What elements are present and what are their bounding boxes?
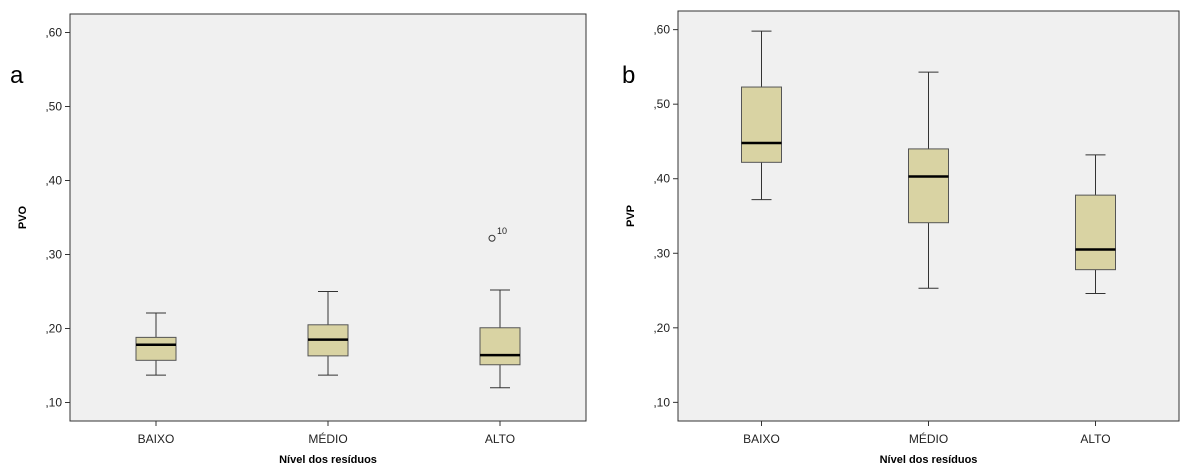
y-tick-label: ,20	[45, 322, 62, 336]
y-tick-label: ,60	[45, 26, 62, 40]
y-tick-label: ,50	[653, 97, 670, 111]
box-médio	[908, 148, 949, 224]
x-tick-label: MÉDIO	[308, 431, 347, 446]
y-tick-label: ,60	[653, 23, 670, 37]
outlier-label: 10	[497, 226, 507, 236]
box-alto	[479, 327, 521, 366]
panel-label: a	[10, 62, 24, 89]
y-tick-label: ,30	[45, 248, 62, 262]
y-tick-label: ,40	[45, 174, 62, 188]
outlier-point	[488, 234, 496, 242]
panel-label: b	[622, 62, 636, 89]
box-baixo	[741, 86, 782, 163]
x-tick-label: BAIXO	[743, 432, 780, 446]
box-alto	[1075, 194, 1116, 271]
x-axis-title: Nível dos resíduos	[279, 454, 377, 466]
x-tick-label: ALTO	[1080, 432, 1110, 446]
y-tick-label: ,40	[653, 172, 670, 186]
y-tick-label: ,10	[653, 395, 670, 409]
y-tick-label: ,10	[45, 396, 62, 410]
chart-panel-b: b ,10 ,20 ,30 ,40 ,50 ,60 BAIXO MÉDIO ALTO Nível …	[594, 0, 1187, 471]
y-tick-label: ,20	[653, 321, 670, 335]
y-axis-title: PVP	[625, 205, 637, 227]
x-tick-label: ALTO	[485, 432, 515, 446]
boxplot-pvp: ,10 ,20 ,30 ,40 ,50 ,60 BAIXO MÉDIO ALTO Nível do…	[625, 10, 1180, 466]
y-tick-label: ,50	[45, 100, 62, 114]
chart-panel-a: a ,10 ,20 ,30 ,40 ,50 ,60 BAIXO MÉDIO ALTO 10 Níve…	[10, 13, 587, 466]
x-tick-label: BAIXO	[138, 432, 175, 446]
y-tick-label: ,30	[653, 246, 670, 260]
x-tick-label: MÉDIO	[909, 431, 948, 446]
y-axis-title: PVO	[17, 205, 29, 229]
x-axis-title: Nível dos resíduos	[880, 454, 978, 466]
boxplot-pvo: ,10 ,20 ,30 ,40 ,50 ,60 BAIXO MÉDIO ALTO 10 Nível …	[17, 13, 587, 466]
box-baixo	[135, 336, 177, 361]
